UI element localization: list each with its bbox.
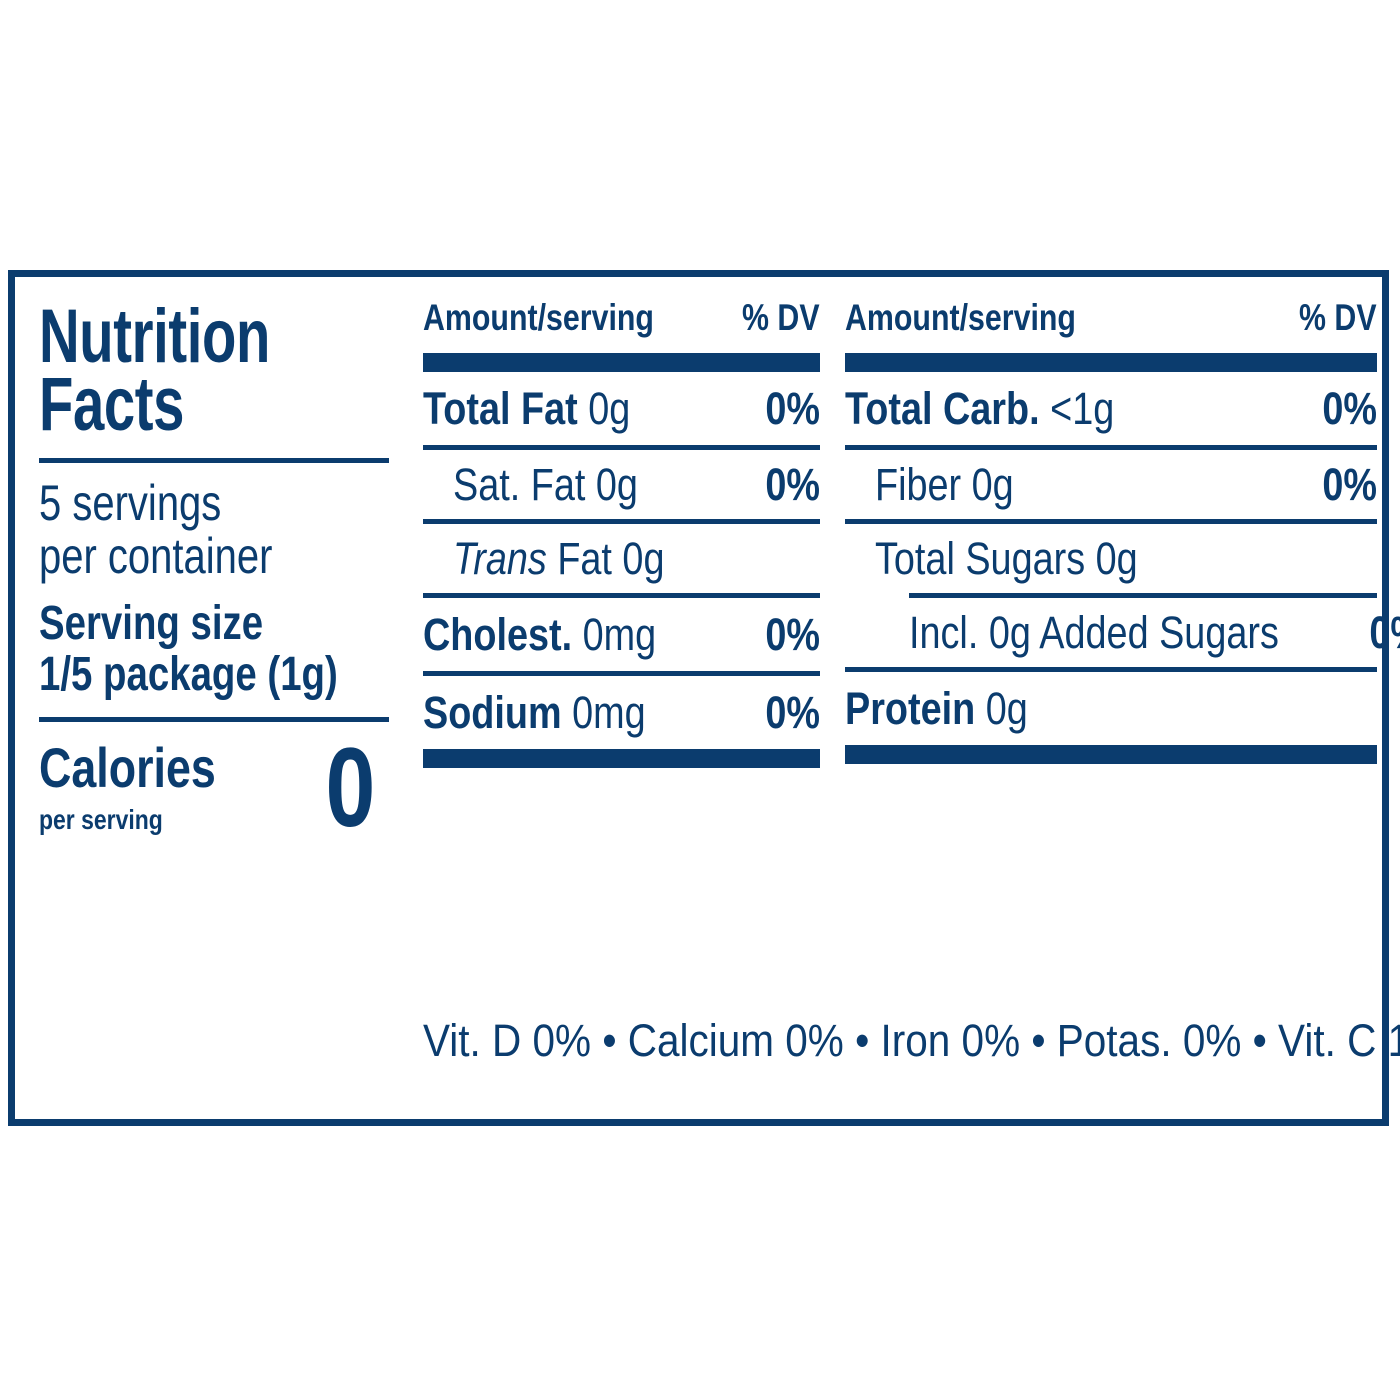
nutrient-amount: <1g (1039, 383, 1115, 434)
nutrition-facts-label: Nutrition Facts 5 servings per container… (8, 270, 1400, 1126)
nutrient-row: Sodium 0mg 0% (423, 676, 820, 749)
footer-bar-left (423, 749, 820, 768)
nutrient-percent-dv: 0% (765, 383, 820, 434)
calories-block: Calories per serving 0 (39, 724, 389, 882)
serving-size: Serving size 1/5 package (1g) (39, 596, 389, 701)
calories-sublabel: per serving (39, 803, 163, 835)
nutrient-name: Protein 0g (845, 686, 1063, 731)
nutrient-row: Total Sugars 0g (845, 524, 1377, 593)
nutrient-name-bold: Total Carb. (845, 383, 1040, 434)
nutrient-name-bold: Protein (845, 683, 976, 734)
nutrient-rows-right: Total Carb. <1g 0% Fiber 0g 0% Total Sugars … (845, 372, 1400, 745)
amount-per-serving-header: Amount/serving (845, 297, 1076, 338)
nutrient-name: Cholest. 0mg (423, 612, 701, 657)
title-line-1: Nutrition (39, 294, 270, 379)
nutrient-name: Total Fat 0g (423, 386, 670, 431)
nutrient-percent-dv: 0% (1322, 459, 1377, 510)
nutrient-amount: 0mg (572, 609, 657, 660)
amount-per-serving-header: Amount/serving (423, 297, 654, 338)
nutrient-row: Sat. Fat 0g 0% (423, 450, 820, 519)
calories-value: 0 (325, 724, 375, 850)
nutrient-amount: 0g (975, 683, 1028, 734)
nutrient-amount: Incl. 0g Added Sugars (909, 607, 1279, 658)
nutrient-row: Fiber 0g 0% (845, 450, 1377, 519)
nutrient-amount: Total Sugars 0g (875, 533, 1138, 584)
column-header-left: Amount/serving % DV (423, 297, 820, 353)
header-bar-right (845, 353, 1377, 372)
row-divider (423, 671, 820, 676)
nutrient-name: Sodium 0mg (423, 690, 688, 735)
nutrient-amount: 0g (577, 383, 631, 434)
nutrient-name: Sat. Fat 0g (453, 462, 673, 507)
nutrient-name: Total Carb. <1g (845, 386, 1166, 431)
column-header-right: Amount/serving % DV (845, 297, 1377, 353)
divider-above-calories (39, 716, 389, 722)
nutrient-row: Total Fat 0g 0% (423, 372, 820, 445)
nutrient-column-left: Amount/serving % DV Total Fat 0g 0% Sat. F… (423, 297, 820, 768)
nutrient-name-bold: Sodium (423, 687, 562, 738)
nutrient-column-right: Amount/serving % DV Total Carb. <1g 0% Fib… (845, 297, 1400, 764)
row-divider (845, 445, 1377, 450)
label-left-panel: Nutrition Facts 5 servings per container… (39, 297, 389, 882)
nutrient-name: Total Sugars 0g (875, 536, 1188, 581)
serving-size-value: 1/5 package (1g) (39, 647, 338, 701)
nutrient-row: Protein 0g (845, 672, 1377, 745)
nutrient-name-bold: Cholest. (423, 609, 573, 660)
nutrient-amount: Fat 0g (546, 533, 665, 584)
percent-dv-header: % DV (742, 297, 820, 338)
nutrient-amount: Sat. Fat 0g (453, 459, 638, 510)
nutrient-name: Trans Fat 0g (453, 536, 705, 581)
nutrient-amount: 0mg (561, 687, 646, 738)
nutrient-row: Incl. 0g Added Sugars 0% (845, 598, 1400, 667)
footer-bar-right (845, 745, 1377, 764)
row-divider (845, 667, 1377, 672)
nutrient-percent-dv: 0% (765, 459, 820, 510)
nutrient-name: Fiber 0g (875, 462, 1040, 507)
calories-label: Calories (39, 735, 216, 799)
micronutrient-list: Vit. D 0% • Calcium 0% • Iron 0% • Potas… (423, 1015, 1400, 1066)
serving-size-label: Serving size (39, 596, 264, 650)
nutrient-percent-dv: 0% (765, 687, 820, 738)
row-divider (423, 593, 820, 598)
title-line-2: Facts (39, 362, 185, 448)
nutrient-name: Incl. 0g Added Sugars (909, 610, 1349, 655)
percent-dv-header: % DV (1299, 297, 1377, 338)
nutrient-name-bold: Total Fat (423, 383, 578, 434)
servings-per-container: 5 servings per container (39, 474, 389, 584)
divider-under-title (39, 457, 389, 463)
row-divider (423, 519, 820, 524)
nutrient-percent-dv: 0% (765, 609, 820, 660)
nutrient-percent-dv: 0% (1369, 607, 1400, 658)
servings-unit: per container (39, 527, 273, 584)
page-title: Nutrition Facts (39, 294, 389, 448)
servings-count: 5 servings (39, 474, 222, 531)
nutrient-name-italic: Trans (453, 533, 547, 584)
nutrient-row: Trans Fat 0g (423, 524, 820, 593)
micronutrient-footer: Vit. D 0% • Calcium 0% • Iron 0% • Potas… (423, 1015, 1400, 1067)
nutrient-rows-left: Total Fat 0g 0% Sat. Fat 0g 0% Trans Fat 0g C… (423, 372, 820, 749)
nutrient-amount: Fiber 0g (875, 459, 1014, 510)
nutrient-row: Cholest. 0mg 0% (423, 598, 820, 671)
nutrient-row: Total Carb. <1g 0% (845, 372, 1377, 445)
nutrient-percent-dv: 0% (1322, 383, 1377, 434)
row-divider (423, 445, 820, 450)
header-bar-left (423, 353, 820, 372)
row-divider (909, 593, 1377, 598)
row-divider (845, 519, 1377, 524)
